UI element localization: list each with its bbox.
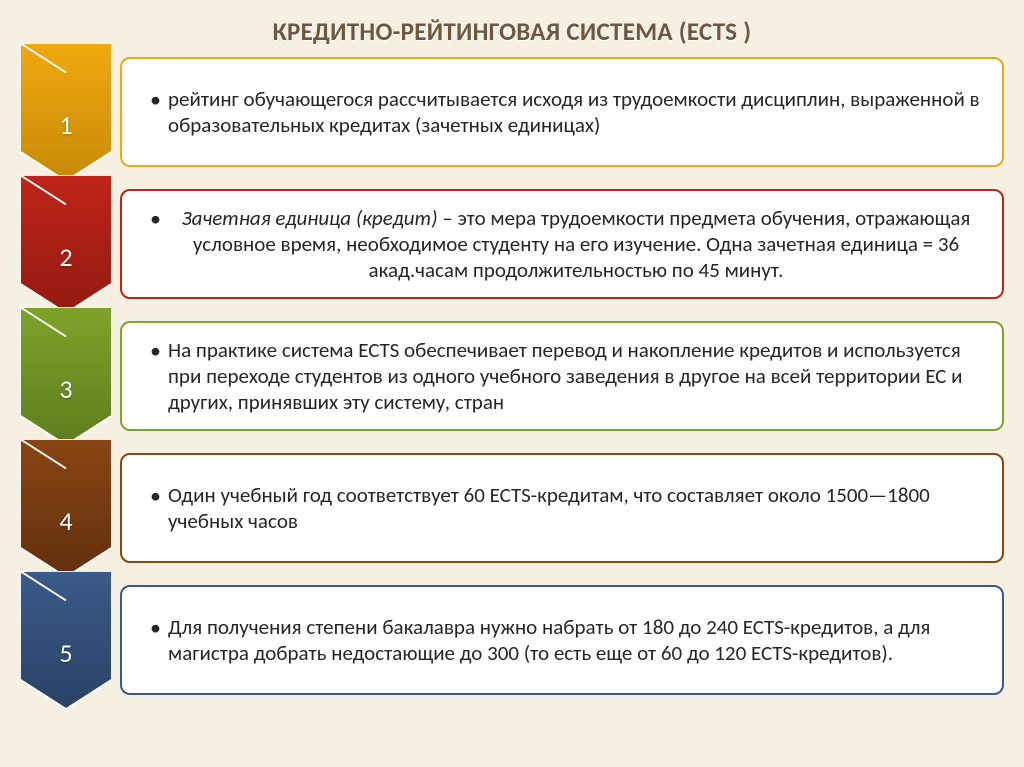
chevron-badge: 1 — [20, 57, 112, 167]
chevron-badge: 4 — [20, 453, 112, 563]
chevron-number: 4 — [20, 505, 112, 537]
item-text: Один учебный год соответствует 60 ECTS-к… — [150, 482, 984, 534]
item-content: Для получения степени бакалавра нужно на… — [120, 585, 1004, 695]
item-text: Зачетная единица (кредит) – это мера тру… — [150, 205, 984, 283]
chevron-list: 1 рейтинг обучающегося рассчитывается исх… — [20, 57, 1004, 695]
list-item: 2 Зачетная единица (кредит) – это мера тр… — [20, 189, 1004, 299]
item-text: Для получения степени бакалавра нужно на… — [150, 614, 984, 666]
chevron-number: 5 — [20, 637, 112, 669]
list-item: 4 Один учебный год соответствует 60 ECTS-… — [20, 453, 1004, 563]
list-item: 1 рейтинг обучающегося рассчитывается исх… — [20, 57, 1004, 167]
list-item: 5 Для получения степени бакалавра нужно н… — [20, 585, 1004, 695]
chevron-number: 3 — [20, 373, 112, 405]
chevron-number: 1 — [20, 109, 112, 141]
item-content: рейтинг обучающегося рассчитывается исхо… — [120, 57, 1004, 167]
item-content: Один учебный год соответствует 60 ECTS-к… — [120, 453, 1004, 563]
page-title: КРЕДИТНО-РЕЙТИНГОВАЯ СИСТЕМА (ECTS ) — [20, 16, 1004, 47]
item-content: Зачетная единица (кредит) – это мера тру… — [120, 189, 1004, 299]
item-text: рейтинг обучающегося рассчитывается исхо… — [150, 86, 984, 138]
chevron-badge: 2 — [20, 189, 112, 299]
chevron-number: 2 — [20, 241, 112, 273]
item-text: На практике система ECTS обеспечивает пе… — [150, 337, 984, 415]
item-content: На практике система ECTS обеспечивает пе… — [120, 321, 1004, 431]
item-term: Зачетная единица (кредит) — [182, 205, 438, 231]
chevron-badge: 5 — [20, 585, 112, 695]
chevron-badge: 3 — [20, 321, 112, 431]
list-item: 3 На практике система ECTS обеспечивает п… — [20, 321, 1004, 431]
